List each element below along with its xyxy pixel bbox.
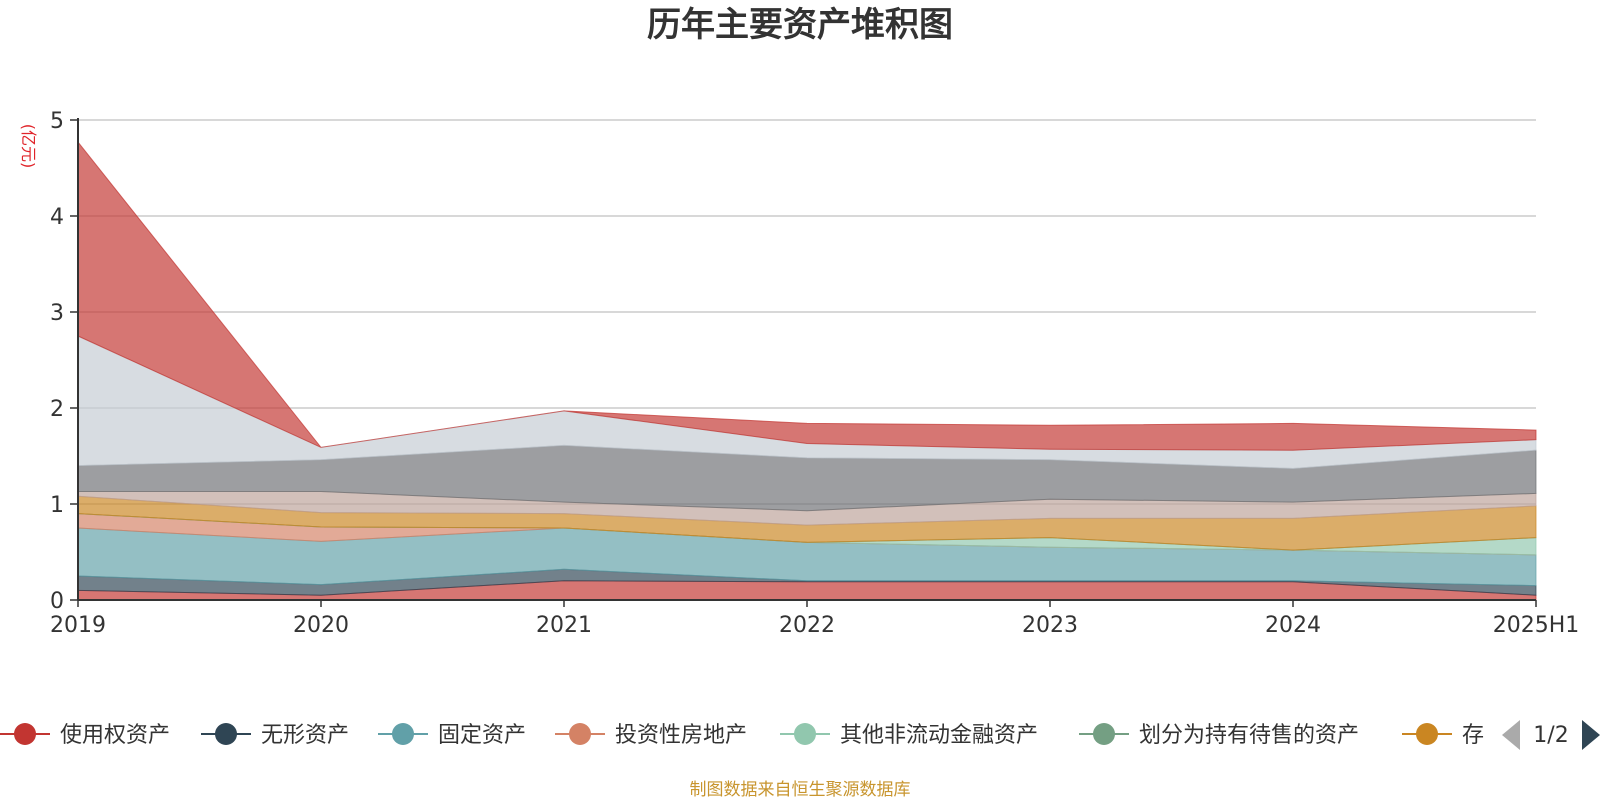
legend-label: 无形资产 — [261, 723, 349, 748]
legend-item-investment-property[interactable]: 投资性房地产 — [555, 723, 747, 748]
y-tick-label: 0 — [50, 589, 64, 614]
axes: 0 1 2 3 4 5 2019 2020 2021 2022 2023 2024 2025H1 — [50, 109, 1579, 638]
legend-item-held-for-sale[interactable]: 划分为持有待售的资产 — [1079, 723, 1359, 748]
y-tick-label: 4 — [50, 205, 64, 230]
legend-label: 其他非流动金融资产 — [840, 723, 1038, 748]
legend-label: 使用权资产 — [60, 723, 170, 748]
legend-marker-icon — [794, 723, 816, 745]
legend-item-other-noncurrent-financial[interactable]: 其他非流动金融资产 — [780, 723, 1038, 748]
legend-item-fixed-assets[interactable]: 固定资产 — [378, 723, 526, 748]
legend-marker-icon — [569, 723, 591, 745]
legend-item-right-of-use[interactable]: 使用权资产 — [0, 723, 170, 748]
y-tick-label: 5 — [50, 109, 64, 134]
x-tick-label: 2023 — [1022, 613, 1078, 638]
legend-label: 固定资产 — [438, 723, 526, 748]
legend-marker-icon — [392, 723, 414, 745]
y-axis-unit-label: (亿元) — [19, 124, 38, 169]
legend-marker-icon — [14, 723, 36, 745]
legend-label: 投资性房地产 — [615, 723, 747, 748]
chart-title: 历年主要资产堆积图 — [647, 5, 953, 45]
legend-item-inventory[interactable]: 存 — [1402, 723, 1484, 748]
x-tick-label: 2019 — [50, 613, 106, 638]
y-tick-label: 2 — [50, 397, 64, 422]
legend-label: 划分为持有待售的资产 — [1139, 723, 1359, 748]
legend-marker-icon — [1416, 723, 1438, 745]
y-tick-label: 1 — [50, 493, 64, 518]
legend-item-intangible[interactable]: 无形资产 — [201, 723, 349, 748]
legend-label: 存 — [1462, 723, 1484, 748]
legend-marker-icon — [215, 723, 237, 745]
x-tick-label: 2024 — [1265, 613, 1321, 638]
x-tick-label: 2020 — [293, 613, 349, 638]
y-tick-label: 3 — [50, 301, 64, 326]
legend-next-page-icon[interactable] — [1582, 720, 1600, 750]
area-series-10 — [77, 140, 1537, 451]
area-series-group — [77, 140, 1537, 601]
x-tick-label: 2025H1 — [1493, 613, 1580, 638]
legend-page-indicator: 1/2 — [1533, 723, 1568, 748]
x-tick-label: 2022 — [779, 613, 835, 638]
data-source-note: 制图数据来自恒生聚源数据库 — [690, 780, 911, 800]
legend-prev-page-icon[interactable] — [1502, 720, 1520, 750]
legend-marker-icon — [1093, 723, 1115, 745]
x-tick-label: 2021 — [536, 613, 592, 638]
legend: 使用权资产 无形资产 固定资产 投资性房地产 其他非流动金融资产 划分为持有待售… — [0, 720, 1600, 750]
